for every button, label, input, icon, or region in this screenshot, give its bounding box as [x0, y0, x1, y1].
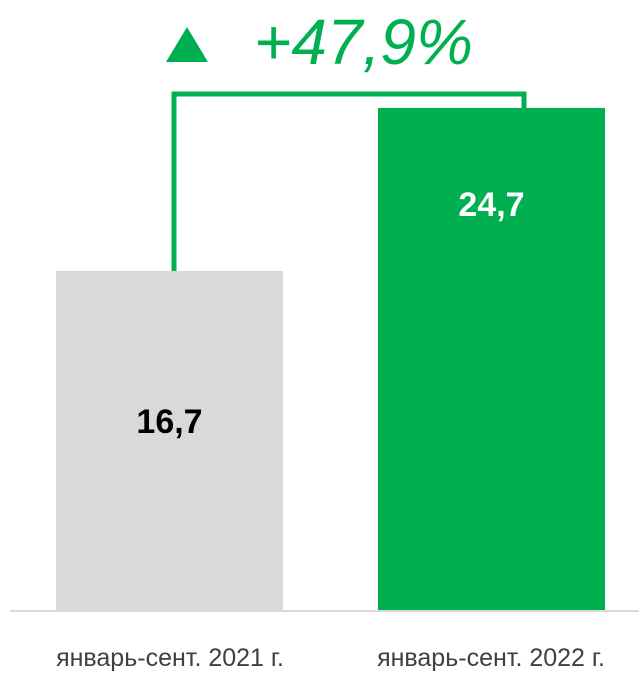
- comparison-bracket: [171, 91, 527, 280]
- bar-value-label-current: 24,7: [458, 186, 524, 224]
- x-tick-label-2022: январь-сент. 2022 г.: [377, 644, 605, 672]
- change-percentage: +47,9%: [254, 6, 473, 78]
- x-tick-label-2021: январь-сент. 2021 г.: [56, 644, 284, 672]
- bar-current-year: [378, 107, 605, 612]
- bar-value-label-previous: 16,7: [136, 403, 202, 441]
- bar-previous-year: [56, 270, 283, 611]
- up-triangle-icon: [166, 27, 208, 62]
